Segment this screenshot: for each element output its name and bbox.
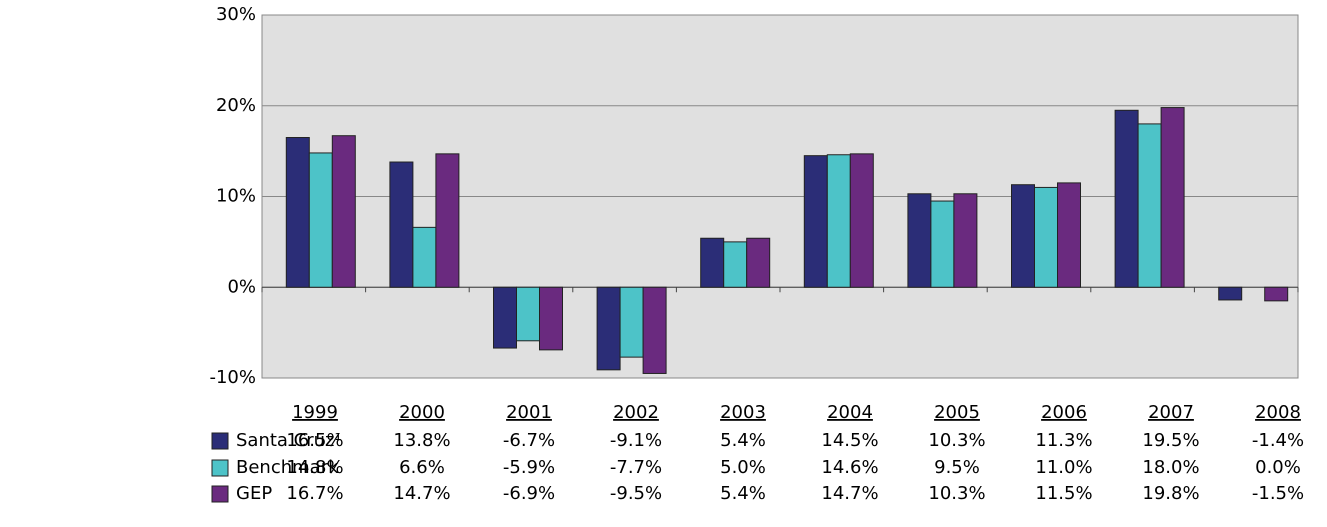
table-value: 10.3% [928, 483, 985, 504]
x-tick-label: 2004 [827, 402, 873, 423]
table-value: 11.3% [1035, 430, 1092, 451]
y-tick-label: 20% [216, 95, 256, 116]
bar [746, 237, 771, 288]
bar [849, 153, 874, 288]
x-tick-label: 2003 [720, 402, 766, 423]
x-tick-label: 2000 [399, 402, 445, 423]
table-value: 16.5% [286, 430, 343, 451]
table-value: 11.0% [1035, 457, 1092, 478]
table-value: 14.7% [393, 483, 450, 504]
bar [826, 154, 851, 288]
x-tick-label: 2007 [1148, 402, 1194, 423]
legend-label: Benchmark [236, 457, 339, 478]
x-tick-label: 2006 [1041, 402, 1087, 423]
table-value: -9.1% [610, 430, 662, 451]
legend-swatch [211, 432, 229, 450]
bar [493, 286, 517, 349]
x-tick-label: 2008 [1255, 402, 1301, 423]
table-value: 5.0% [720, 457, 766, 478]
table-value: 5.4% [720, 430, 766, 451]
bar [285, 137, 310, 288]
y-tick-label: 0% [227, 276, 256, 297]
bar [907, 193, 932, 288]
y-tick-label: 10% [216, 186, 256, 207]
x-tick-label: 2005 [934, 402, 980, 423]
table-value: 6.6% [399, 457, 445, 478]
bar [1114, 109, 1139, 288]
bar [1218, 286, 1243, 301]
bar [389, 161, 414, 288]
bar [642, 286, 667, 374]
bar [803, 155, 828, 288]
legend-swatch [211, 485, 229, 503]
bar [596, 286, 621, 371]
legend-swatch [211, 459, 229, 477]
legend-label: GEP [236, 483, 272, 504]
legend-label: Santa Cruz¹ [236, 430, 342, 451]
table-value: 9.5% [934, 457, 980, 478]
bar [331, 135, 356, 288]
table-value: -9.5% [610, 483, 662, 504]
table-value: 0.0% [1255, 457, 1301, 478]
bar [516, 286, 540, 342]
table-value: -1.5% [1252, 483, 1304, 504]
table-value: -1.4% [1252, 430, 1304, 451]
table-value: 5.4% [720, 483, 766, 504]
x-tick-label: 2001 [506, 402, 552, 423]
bar [930, 200, 955, 288]
table-value: 18.0% [1142, 457, 1199, 478]
table-value: 14.5% [821, 430, 878, 451]
table-value: 16.7% [286, 483, 343, 504]
table-value: 11.5% [1035, 483, 1092, 504]
table-value: 10.3% [928, 430, 985, 451]
table-value: 19.5% [1142, 430, 1199, 451]
bar [723, 241, 748, 288]
bar [1160, 107, 1185, 288]
bar [1057, 182, 1081, 288]
table-value: 14.8% [286, 457, 343, 478]
table-value: 19.8% [1142, 483, 1199, 504]
bar [412, 226, 437, 288]
bar [1137, 123, 1162, 288]
y-tick-label: -10% [209, 367, 256, 388]
bar [308, 152, 333, 288]
x-tick-label: 2002 [613, 402, 659, 423]
table-value: 14.7% [821, 483, 878, 504]
x-tick-label: 1999 [292, 402, 338, 423]
bar [539, 286, 563, 351]
table-value: 13.8% [393, 430, 450, 451]
bar [1034, 186, 1058, 288]
bar [619, 286, 644, 358]
bar [1264, 286, 1289, 302]
table-value: -5.9% [503, 457, 555, 478]
bar [1011, 184, 1035, 288]
table-value: -6.7% [503, 430, 555, 451]
table-value: -7.7% [610, 457, 662, 478]
y-tick-label: 30% [216, 4, 256, 25]
bar [953, 193, 978, 288]
bar [435, 153, 460, 288]
table-value: 14.6% [821, 457, 878, 478]
bar [700, 237, 725, 288]
table-value: -6.9% [503, 483, 555, 504]
